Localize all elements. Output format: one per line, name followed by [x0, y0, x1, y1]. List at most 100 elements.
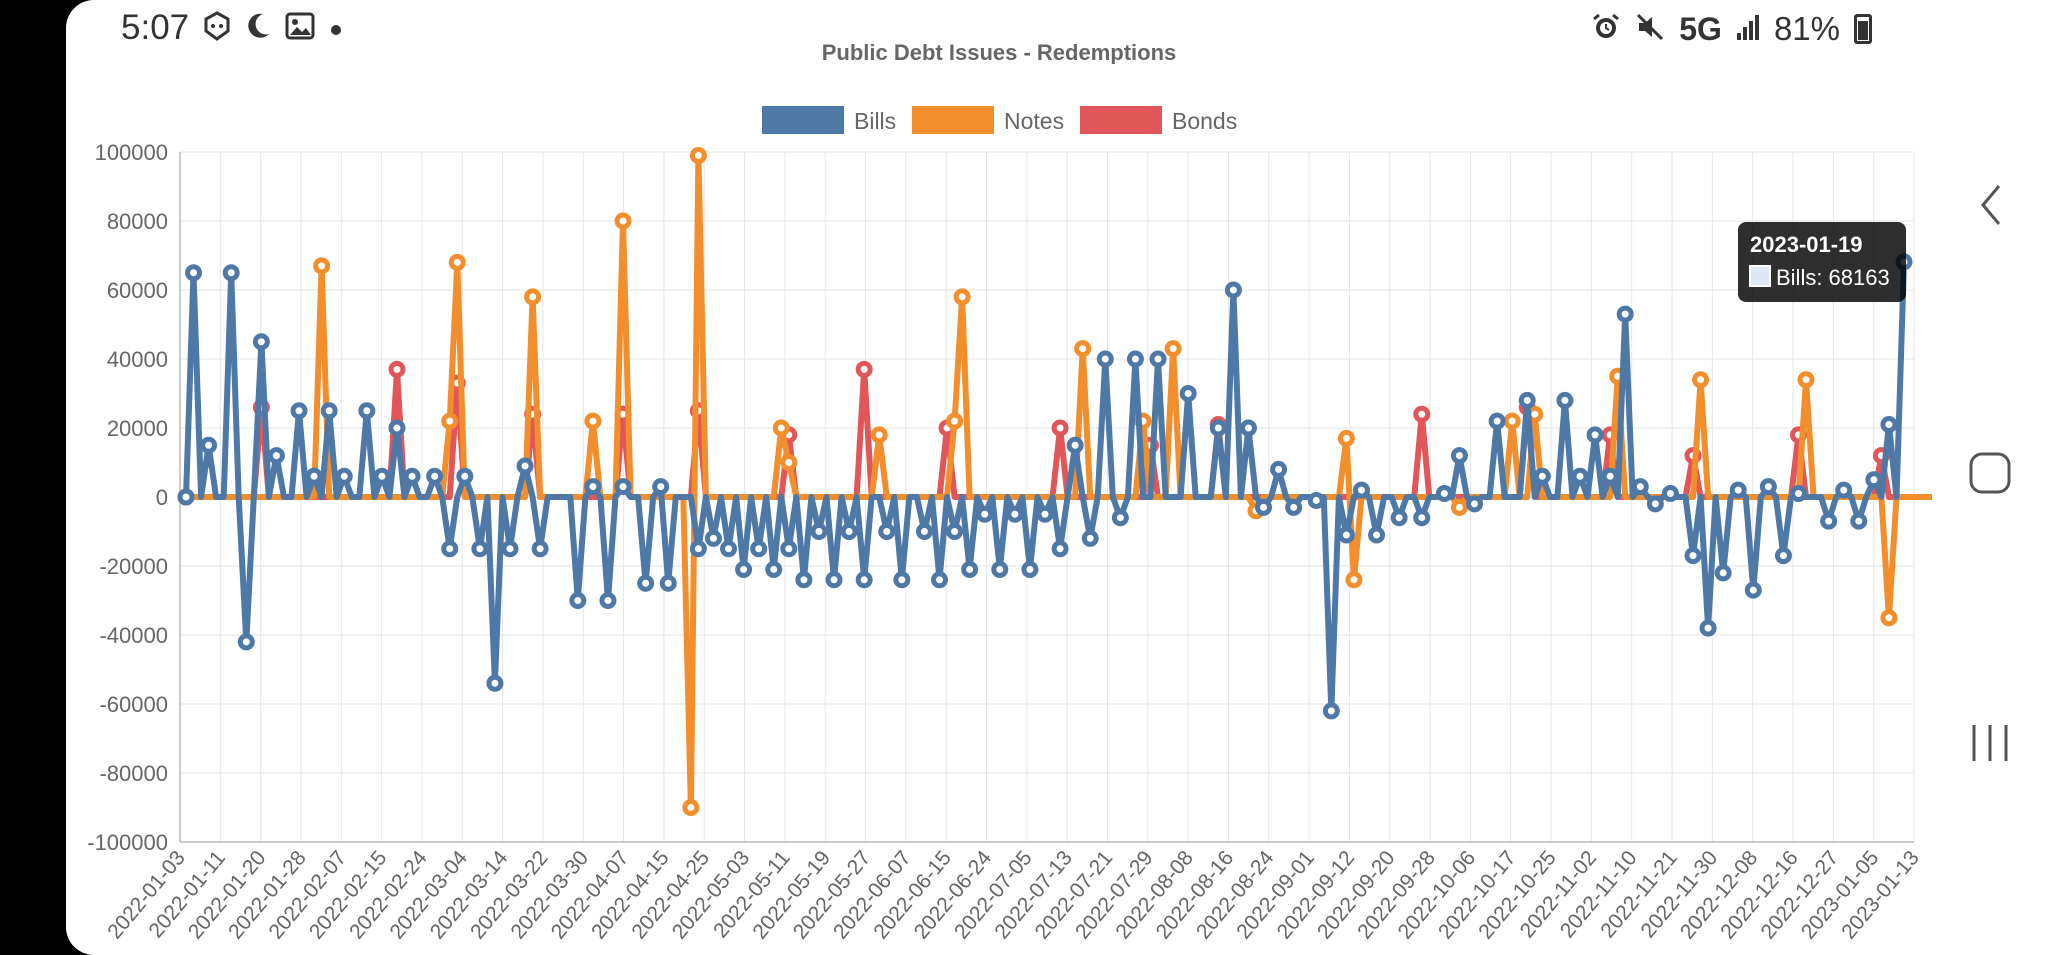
data-point — [893, 571, 911, 589]
legend-item-bonds: Bonds — [1080, 106, 1237, 134]
chart-title: Public Debt Issues - Redemptions — [821, 42, 1177, 64]
data-point — [772, 419, 790, 437]
data-point — [373, 467, 391, 485]
data-point — [1533, 467, 1551, 485]
data-point — [1255, 498, 1273, 516]
data-point — [1081, 529, 1099, 547]
legend-swatch — [1080, 106, 1162, 134]
data-point — [1239, 419, 1257, 437]
data-point — [1337, 526, 1355, 544]
data-point — [810, 523, 828, 540]
data-point — [637, 574, 655, 592]
tooltip-box — [1738, 222, 1906, 302]
data-point — [501, 540, 519, 558]
data-point — [855, 360, 873, 378]
chevron-left-icon — [1981, 185, 2001, 225]
data-point — [855, 571, 873, 589]
data-point — [335, 467, 353, 485]
legend-label: Bonds — [1172, 108, 1237, 134]
data-point — [1270, 460, 1288, 478]
data-point — [1111, 509, 1129, 527]
data-point — [1488, 412, 1506, 430]
data-point — [1149, 350, 1167, 368]
data-point — [441, 412, 459, 430]
data-point — [614, 478, 632, 496]
y-tick-label: -20000 — [99, 554, 168, 579]
home-square-icon — [1969, 452, 2011, 494]
image-icon — [285, 12, 315, 45]
dot-icon — [329, 14, 343, 42]
data-point — [426, 467, 444, 485]
line-chart[interactable]: 100000 80000 60000 40000 20000 0 -20000 -40000 -… — [66, 0, 1932, 955]
series-bills — [177, 253, 1913, 720]
legend-label: Notes — [1004, 108, 1064, 134]
data-point — [1774, 547, 1792, 565]
data-point — [682, 799, 700, 816]
data-point — [569, 592, 587, 609]
phone-screen: 5:07 5G 81% — [66, 0, 1932, 955]
data-point — [1390, 509, 1408, 527]
data-point — [200, 436, 218, 454]
tooltip: 2023-01-19 Bills: 68163 — [1738, 222, 1906, 302]
data-point — [1413, 509, 1431, 527]
back-button[interactable] — [1932, 180, 2048, 230]
data-point — [1450, 498, 1468, 516]
data-point — [177, 488, 195, 506]
data-point — [991, 560, 1009, 578]
data-point — [388, 360, 406, 378]
data-point — [1179, 385, 1197, 402]
data-point — [1601, 467, 1619, 485]
y-tick-label: 80000 — [107, 209, 168, 234]
navigation-bar — [1932, 0, 2048, 955]
data-point — [780, 454, 798, 471]
data-point — [1051, 419, 1069, 437]
home-button[interactable] — [1932, 448, 2048, 498]
data-point — [531, 540, 549, 558]
data-point — [659, 574, 677, 592]
data-point — [1413, 405, 1431, 423]
battery-percent: 81% — [1773, 10, 1840, 47]
signal-icon — [1736, 13, 1760, 46]
y-tick-label: -60000 — [99, 692, 168, 717]
data-point — [1518, 391, 1536, 409]
y-tick-label: 0 — [156, 485, 168, 510]
recents-icon — [1972, 725, 2008, 761]
data-point — [1503, 412, 1521, 430]
y-tick-label: -80000 — [99, 761, 168, 786]
data-point — [1307, 491, 1325, 509]
data-point — [388, 419, 406, 437]
data-point — [1450, 447, 1468, 465]
battery-icon — [1854, 14, 1872, 44]
data-point — [456, 467, 474, 485]
data-point — [1586, 426, 1604, 444]
data-point — [614, 212, 632, 230]
data-point — [358, 402, 376, 420]
data-point — [1066, 436, 1084, 454]
data-point — [403, 467, 421, 485]
data-point — [1850, 512, 1868, 530]
data-point — [1126, 350, 1144, 368]
recents-button[interactable] — [1932, 718, 2048, 768]
data-point — [1368, 526, 1386, 544]
data-point — [652, 478, 670, 496]
data-point — [946, 523, 964, 540]
data-point — [750, 540, 768, 558]
clock: 5:07 — [121, 8, 190, 47]
data-point — [1209, 419, 1227, 437]
data-point — [516, 457, 534, 475]
data-point — [1684, 547, 1702, 565]
data-point — [1797, 371, 1815, 389]
data-point — [870, 426, 888, 444]
data-point — [765, 560, 783, 578]
data-point — [599, 592, 617, 609]
data-point — [1646, 495, 1664, 513]
data-point — [1616, 305, 1634, 323]
data-point — [1729, 481, 1747, 499]
data-point — [780, 540, 798, 558]
data-point — [486, 674, 504, 692]
data-point — [953, 288, 971, 306]
data-point — [290, 402, 308, 420]
data-point — [1285, 498, 1303, 516]
mute-icon — [1635, 12, 1665, 47]
alarm-icon — [1591, 12, 1621, 47]
